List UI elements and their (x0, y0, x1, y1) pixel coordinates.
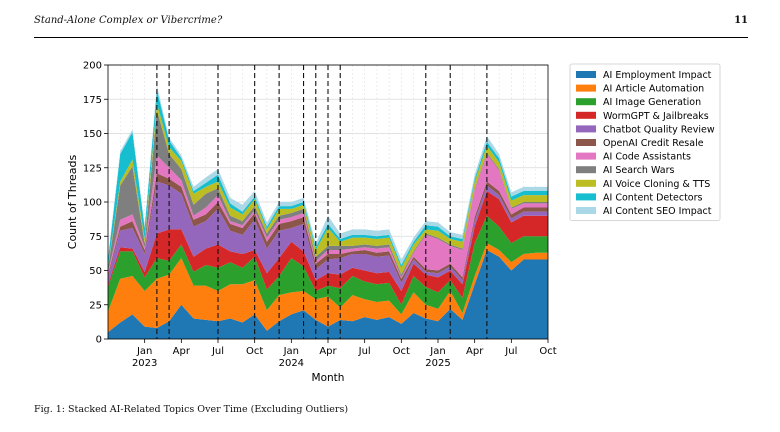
legend-label: AI Image Generation (603, 97, 701, 108)
figure: 0 25 50 75 100 125 150 175 200 Jan Apr Jul Oct Jan Apr… (0, 55, 780, 385)
figure-caption: Fig. 1: Stacked AI-Related Topics Over T… (34, 404, 349, 415)
x-tick-label: Apr (466, 346, 484, 357)
legend-label: AI Content SEO Impact (603, 206, 712, 217)
y-tick-label: 200 (83, 61, 102, 72)
x-year-label: 2024 (279, 358, 304, 369)
y-tick-label: 100 (83, 198, 102, 209)
legend-swatch (576, 125, 596, 133)
legend-swatch (576, 71, 596, 78)
page-number: 11 (734, 15, 748, 26)
y-tick-label: 75 (89, 232, 102, 243)
x-tick-label: Apr (173, 346, 191, 357)
stacked-area-chart: 0 25 50 75 100 125 150 175 200 Jan Apr Jul Oct Jan Apr… (66, 61, 721, 384)
legend-swatch (576, 166, 596, 174)
legend-box (569, 63, 721, 222)
legend-label: AI Content Detectors (603, 192, 703, 203)
legend-swatch (576, 193, 596, 201)
legend-swatch (576, 98, 596, 106)
legend-swatch (576, 152, 596, 160)
y-tick-label: 0 (96, 335, 102, 346)
y-tick-label: 125 (83, 163, 102, 174)
y-tick-label: 175 (83, 95, 102, 106)
x-tick-label: Jul (211, 346, 224, 357)
x-tick-label: Jul (504, 346, 517, 357)
legend-swatch (576, 179, 596, 187)
x-tick-label: Jul (358, 346, 371, 357)
x-axis-label: Month (312, 372, 345, 384)
x-tick-label: Oct (393, 346, 410, 357)
legend-label: AI Code Assistants (603, 152, 691, 163)
legend-label: AI Search Wars (603, 165, 674, 176)
area-ai-code-assistants (108, 154, 548, 279)
x-year-label: 2023 (132, 358, 157, 369)
x-tick-label: Jan (429, 346, 445, 357)
legend-label: Chatbot Quality Review (603, 124, 715, 135)
y-axis-label: Count of Threads (66, 155, 79, 250)
legend-swatch (576, 84, 596, 92)
legend-swatch (576, 207, 596, 214)
x-tick-label: Jan (136, 346, 152, 357)
legend-label: AI Voice Cloning & TTS (603, 179, 710, 190)
area-ai-voice-cloning-tts (108, 103, 548, 275)
y-tick-label: 25 (89, 300, 102, 311)
header-rule (34, 37, 748, 39)
legend-label: AI Article Automation (603, 84, 704, 95)
legend-label: OpenAI Credit Resale (603, 138, 704, 149)
x-tick-label: Jan (283, 346, 299, 357)
y-tick-label: 50 (89, 266, 102, 277)
page-header: Stand-Alone Complex or Vibercrime? 11 (34, 15, 748, 31)
legend-swatch (576, 111, 596, 119)
x-year-label: 2025 (425, 358, 450, 369)
running-title: Stand-Alone Complex or Vibercrime? (34, 15, 223, 26)
x-tick-label: Oct (246, 346, 263, 357)
legend-label: WormGPT & Jailbreaks (603, 111, 709, 122)
x-tick-label: Apr (319, 346, 337, 357)
legend-label: AI Employment Impact (603, 70, 712, 81)
x-tick-label: Oct (539, 346, 556, 357)
area-ai-employment-impact (108, 249, 548, 339)
y-tick-label: 150 (83, 129, 102, 140)
legend-swatch (576, 139, 596, 146)
